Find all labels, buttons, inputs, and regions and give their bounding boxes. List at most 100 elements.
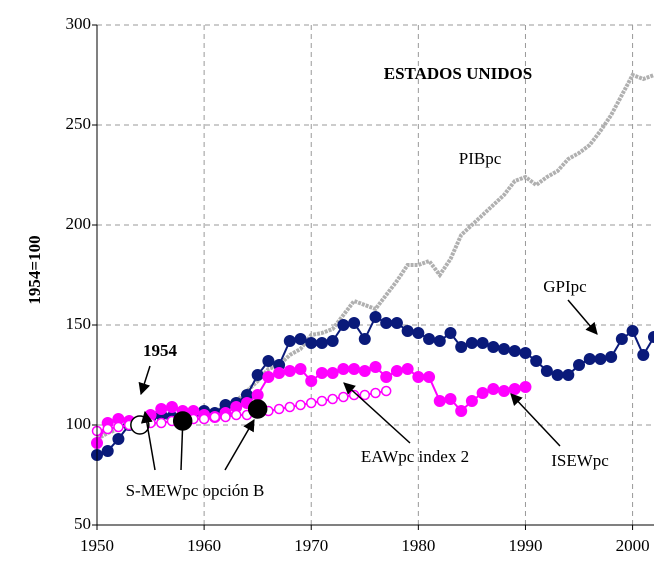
data-point [476,337,489,349]
data-point [648,331,654,343]
data-point [498,343,511,355]
data-point [444,393,457,405]
arrow [567,299,598,335]
data-point [476,387,489,399]
data-point [273,367,286,379]
data-point [519,347,532,359]
data-point [465,395,478,407]
data-point [508,383,521,395]
data-point [487,383,500,395]
data-point [348,363,361,375]
data-point [348,317,361,329]
series-label: S-MEWpc opción B [126,481,265,500]
data-point [380,317,393,329]
x-tick-label: 1950 [80,536,114,555]
data-point [262,355,275,367]
data-point [220,411,231,423]
data-point [583,353,596,365]
data-point [231,409,242,421]
data-point [247,399,268,419]
y-tick-label: 200 [66,214,92,233]
arrows [138,299,598,471]
data-point [294,333,307,345]
data-point [412,327,425,339]
data-point [551,369,564,381]
data-point [498,385,511,397]
data-point [251,389,264,401]
data-point [412,371,425,383]
data-point [369,311,382,323]
data-point [573,359,586,371]
data-point [637,349,650,361]
data-point [113,421,124,433]
plot-area [91,72,654,461]
data-point [156,417,167,429]
series-label: PIBpc [459,149,502,168]
data-point [423,371,436,383]
data-point [337,319,350,331]
data-point [401,363,414,375]
x-tick-label: 1970 [294,536,328,555]
data-point [294,363,307,375]
data-point [198,413,210,425]
data-point [273,403,285,415]
x-tick-label: 1960 [187,536,221,555]
data-point [370,387,381,399]
data-point [101,445,114,457]
y-tick-label: 300 [66,14,92,33]
data-point [305,375,318,387]
data-point [284,401,296,413]
data-point [326,367,339,379]
data-point [455,405,468,417]
series-label: EAWpc index 2 [361,447,469,466]
data-point [305,337,318,349]
data-point [262,371,275,383]
annotation: 1954 [143,341,178,360]
x-tick-label: 1980 [401,536,435,555]
series-line [96,315,654,456]
y-axis-label: 1954=100 [25,235,44,304]
arrow [138,365,151,396]
data-point [380,371,393,383]
data-point [251,369,264,381]
chart-title: ESTADOS UNIDOS [384,64,532,83]
series-label: ISEWpc [551,451,609,470]
data-point [540,365,553,377]
arrow [176,414,189,471]
data-point [530,355,543,367]
data-point [337,363,350,375]
data-point [401,325,414,337]
y-tick-label: 50 [74,514,91,533]
data-point [487,341,500,353]
data-point [358,365,371,377]
data-point [562,369,575,381]
data-point [165,401,178,413]
x-tick-label: 2000 [616,536,650,555]
data-point [605,351,618,363]
arrow [140,410,156,471]
data-point [209,411,221,423]
arrow [343,382,411,444]
data-point [316,395,328,407]
data-point [305,397,317,409]
data-point [338,391,349,403]
data-point [359,389,371,401]
arrow [224,418,255,471]
data-point [390,365,403,377]
data-point [380,385,392,397]
data-point [102,423,113,435]
data-point [519,381,532,393]
data-point [112,433,125,445]
data-point [283,335,296,347]
data-point [358,333,371,345]
y-tick-label: 250 [66,114,92,133]
y-tick-label: 150 [66,314,92,333]
data-point [444,327,457,339]
data-point [508,345,521,357]
data-point [283,365,296,377]
series-label: GPIpc [543,277,587,296]
x-tick-label: 1990 [508,536,542,555]
data-point [433,395,446,407]
data-point [326,335,339,347]
